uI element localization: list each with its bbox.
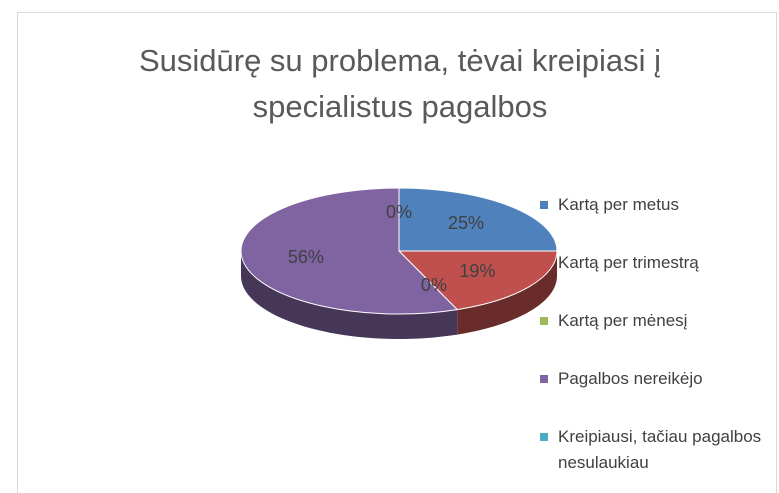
pie-slice (240, 187, 459, 315)
pie-slice (398, 187, 558, 252)
legend-label: Kartą per trimestrą (558, 253, 699, 272)
chart-frame (17, 12, 777, 493)
data-label: 0% (421, 275, 447, 295)
pie-slice (397, 250, 558, 311)
legend-label: Kartą per metus (558, 195, 679, 214)
pie-side (241, 251, 458, 339)
legend-label: Pagalbos nereikėjo (558, 369, 703, 388)
pie-side (457, 251, 557, 335)
legend-item: Kartą per trimestrą (540, 250, 770, 308)
legend-label: Kartą per mėnesį (558, 311, 688, 330)
legend-swatch (540, 375, 548, 383)
legend-item: Kartą per mėnesį (540, 308, 770, 366)
chart-title: Susidūrę su problema, tėvai kreipiasi į … (138, 43, 662, 124)
legend-swatch (540, 259, 548, 267)
data-label: 25% (448, 213, 484, 233)
legend: Kartą per metus Kartą per trimestrą Kartą … (540, 192, 770, 482)
legend-item: Pagalbos nereikėjo (540, 366, 770, 424)
data-label: 19% (459, 261, 495, 281)
legend-swatch (540, 317, 548, 325)
legend-item: Kartą per metus (540, 192, 770, 250)
data-label: 0% (386, 202, 412, 222)
legend-swatch (540, 433, 548, 441)
data-label: 56% (288, 247, 324, 267)
legend-item: Kreipiausi, tačiau pagalbos nesulaukiau (540, 424, 770, 482)
legend-swatch (540, 201, 548, 209)
legend-label: Kreipiausi, tačiau pagalbos nesulaukiau (558, 427, 762, 472)
